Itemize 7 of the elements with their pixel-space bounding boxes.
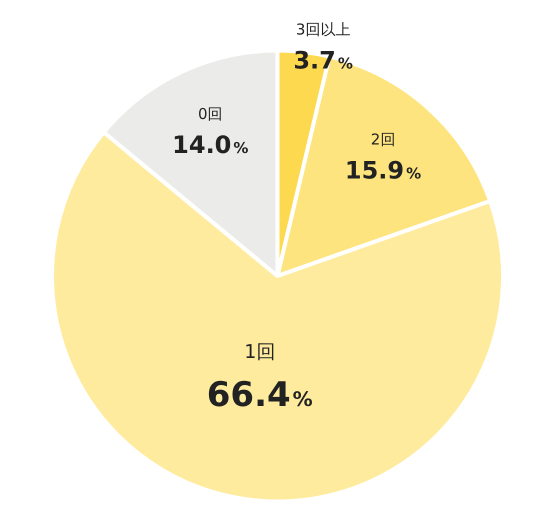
- data-label: 66.4%: [206, 374, 313, 415]
- data-label: 15.9%: [344, 156, 422, 185]
- slice-label: 3回以上: [296, 20, 350, 38]
- slice-label: 1回: [244, 340, 276, 363]
- slice-label: 2回: [370, 130, 396, 149]
- slice-label: 0回: [198, 105, 223, 124]
- data-label: 14.0%: [172, 131, 248, 160]
